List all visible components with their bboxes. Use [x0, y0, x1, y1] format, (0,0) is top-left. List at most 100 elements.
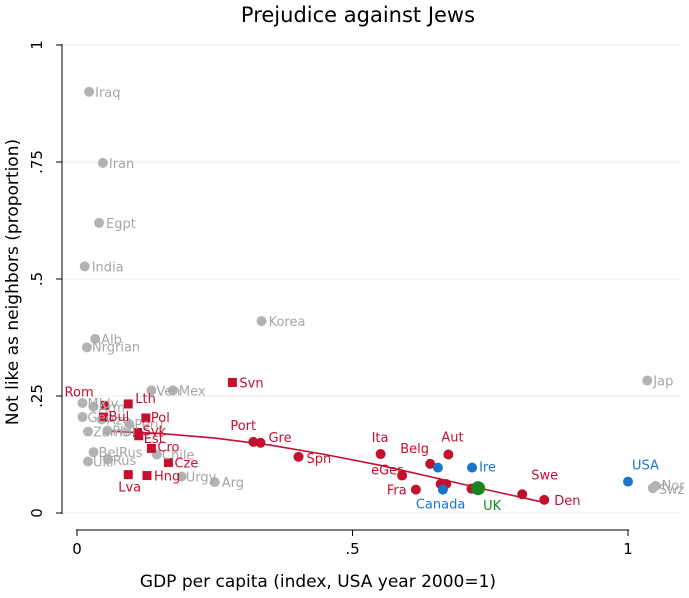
- point-label-korea: Korea: [269, 315, 306, 330]
- data-point-phil: [102, 425, 113, 436]
- data-point-gre: [255, 437, 266, 448]
- point-label-belg: Belg: [400, 442, 429, 457]
- grid-lines: [62, 44, 680, 514]
- point-label-gre: Gre: [268, 431, 291, 446]
- point-label-belrus: BelRus: [99, 446, 143, 461]
- x-axis-label: GDP per capita (index, USA year 2000=1): [140, 572, 496, 592]
- data-point-india: [79, 261, 90, 272]
- y-tick-label: .75: [28, 150, 46, 174]
- point-label-chile: Chile: [162, 449, 195, 464]
- point-label-swe: Swe: [531, 468, 558, 483]
- y-tick-label: .25: [28, 384, 46, 408]
- data-point-pol: [141, 413, 151, 423]
- point-label-ukr: Ukr: [93, 456, 116, 471]
- data-point-bul: [98, 412, 108, 422]
- data-point-belg: [425, 458, 436, 469]
- point-label-phil: Phil: [112, 425, 135, 440]
- point-label-pol: Pol: [151, 411, 170, 426]
- point-label-est: Est: [144, 432, 164, 447]
- chart-title: Prejudice against Jews: [241, 3, 475, 27]
- data-point-est: [134, 431, 144, 441]
- data-point-uk: [471, 481, 486, 496]
- data-point-arg: [209, 477, 220, 488]
- point-label-mldv: Mldv: [88, 397, 119, 412]
- data-point-iraq: [84, 86, 95, 97]
- data-point-den: [539, 494, 550, 505]
- x-tick-label: .5: [345, 540, 359, 558]
- point-label-svk: Svk: [143, 425, 167, 440]
- point-label-spn: Spn: [307, 452, 332, 467]
- y-tick-label: 0: [28, 508, 46, 518]
- data-point-ven: [146, 385, 157, 396]
- point-label-aut: Aut: [441, 431, 463, 446]
- point-label-urgy: Urgy: [186, 470, 217, 485]
- x-tick-label: 0: [72, 540, 82, 558]
- data-point-peru: [124, 419, 135, 430]
- data-point-swz: [647, 483, 658, 494]
- data-point-arm: [88, 401, 99, 412]
- data-point-nrgrian: [81, 342, 92, 353]
- point-label-cro: Cro: [157, 440, 179, 455]
- point-label-lva: Lva: [118, 481, 141, 496]
- point-label-swz: Swz: [659, 483, 685, 498]
- data-point-rom: [100, 400, 110, 410]
- point-label-svn: Svn: [239, 376, 263, 391]
- point-label-geo: Geo: [88, 411, 114, 426]
- y-axis-label: Not like as neighbors (proportion): [3, 139, 23, 425]
- data-point-eger: [397, 470, 408, 481]
- point-label-ita: Ita: [372, 431, 389, 446]
- data-point-spn: [293, 451, 304, 462]
- data-point-iran: [97, 157, 108, 168]
- data-point-canada: [437, 484, 448, 495]
- point-label-nor: Nor: [662, 479, 686, 494]
- point-label-uk: UK: [483, 499, 502, 514]
- point-label-aze: Aze: [107, 413, 131, 428]
- point-label-rus: Rus: [113, 454, 137, 469]
- axes: 0 .25 .5 .75 1 0 .5 1: [28, 40, 633, 558]
- point-label-rom: Rom: [65, 385, 94, 400]
- data-point-urgy: [176, 471, 187, 482]
- point-label-arm: Arm: [99, 401, 126, 416]
- data-point-alb: [90, 333, 101, 344]
- point-label-iran: Iran: [109, 157, 134, 172]
- point-label-hng: Hng: [154, 470, 180, 485]
- data-points: [77, 86, 661, 505]
- data-point-geo: [77, 412, 88, 423]
- data-point-fra: [410, 484, 421, 495]
- data-point-svn: [227, 377, 237, 387]
- point-label-usa: USA: [632, 459, 659, 474]
- data-point-jap: [642, 375, 653, 386]
- data-point-ire: [467, 462, 478, 473]
- data-point-lva: [123, 470, 133, 480]
- data-point-mldv: [77, 398, 88, 409]
- data-point-ita: [375, 449, 386, 460]
- point-label-iraq: Iraq: [95, 86, 120, 101]
- data-point-belrus: [88, 447, 99, 458]
- y-tick-label: .5: [28, 272, 46, 286]
- data-point-lth: [123, 399, 133, 409]
- point-label-alb: Alb: [101, 333, 122, 348]
- point-label-mex: Mex: [179, 384, 206, 399]
- data-point-usa: [623, 476, 633, 487]
- data-point-korea: [256, 316, 267, 327]
- data-point-zamb: [83, 426, 94, 437]
- point-label-arg: Arg: [222, 476, 244, 491]
- point-label-bul: Bul: [108, 410, 129, 425]
- data-point-rus: [102, 454, 113, 465]
- point-label-jap: Jap: [652, 375, 673, 390]
- point-label-den: Den: [554, 494, 580, 509]
- data-point-swe: [517, 489, 528, 500]
- point-label-port: Port: [230, 419, 256, 434]
- point-label-nrgrian: Nrgrian: [92, 340, 140, 355]
- data-point-mex: [167, 385, 178, 396]
- point-label-fra: Fra: [387, 484, 407, 499]
- data-point-cro: [146, 443, 156, 453]
- point-label-canada: Canada: [416, 498, 465, 513]
- point-label-ire: Ire: [479, 461, 496, 476]
- y-tick-label: 1: [28, 40, 46, 50]
- data-point-aut: [443, 449, 454, 460]
- x-tick-label: 1: [623, 540, 633, 558]
- data-point-unlabeled: [432, 462, 443, 473]
